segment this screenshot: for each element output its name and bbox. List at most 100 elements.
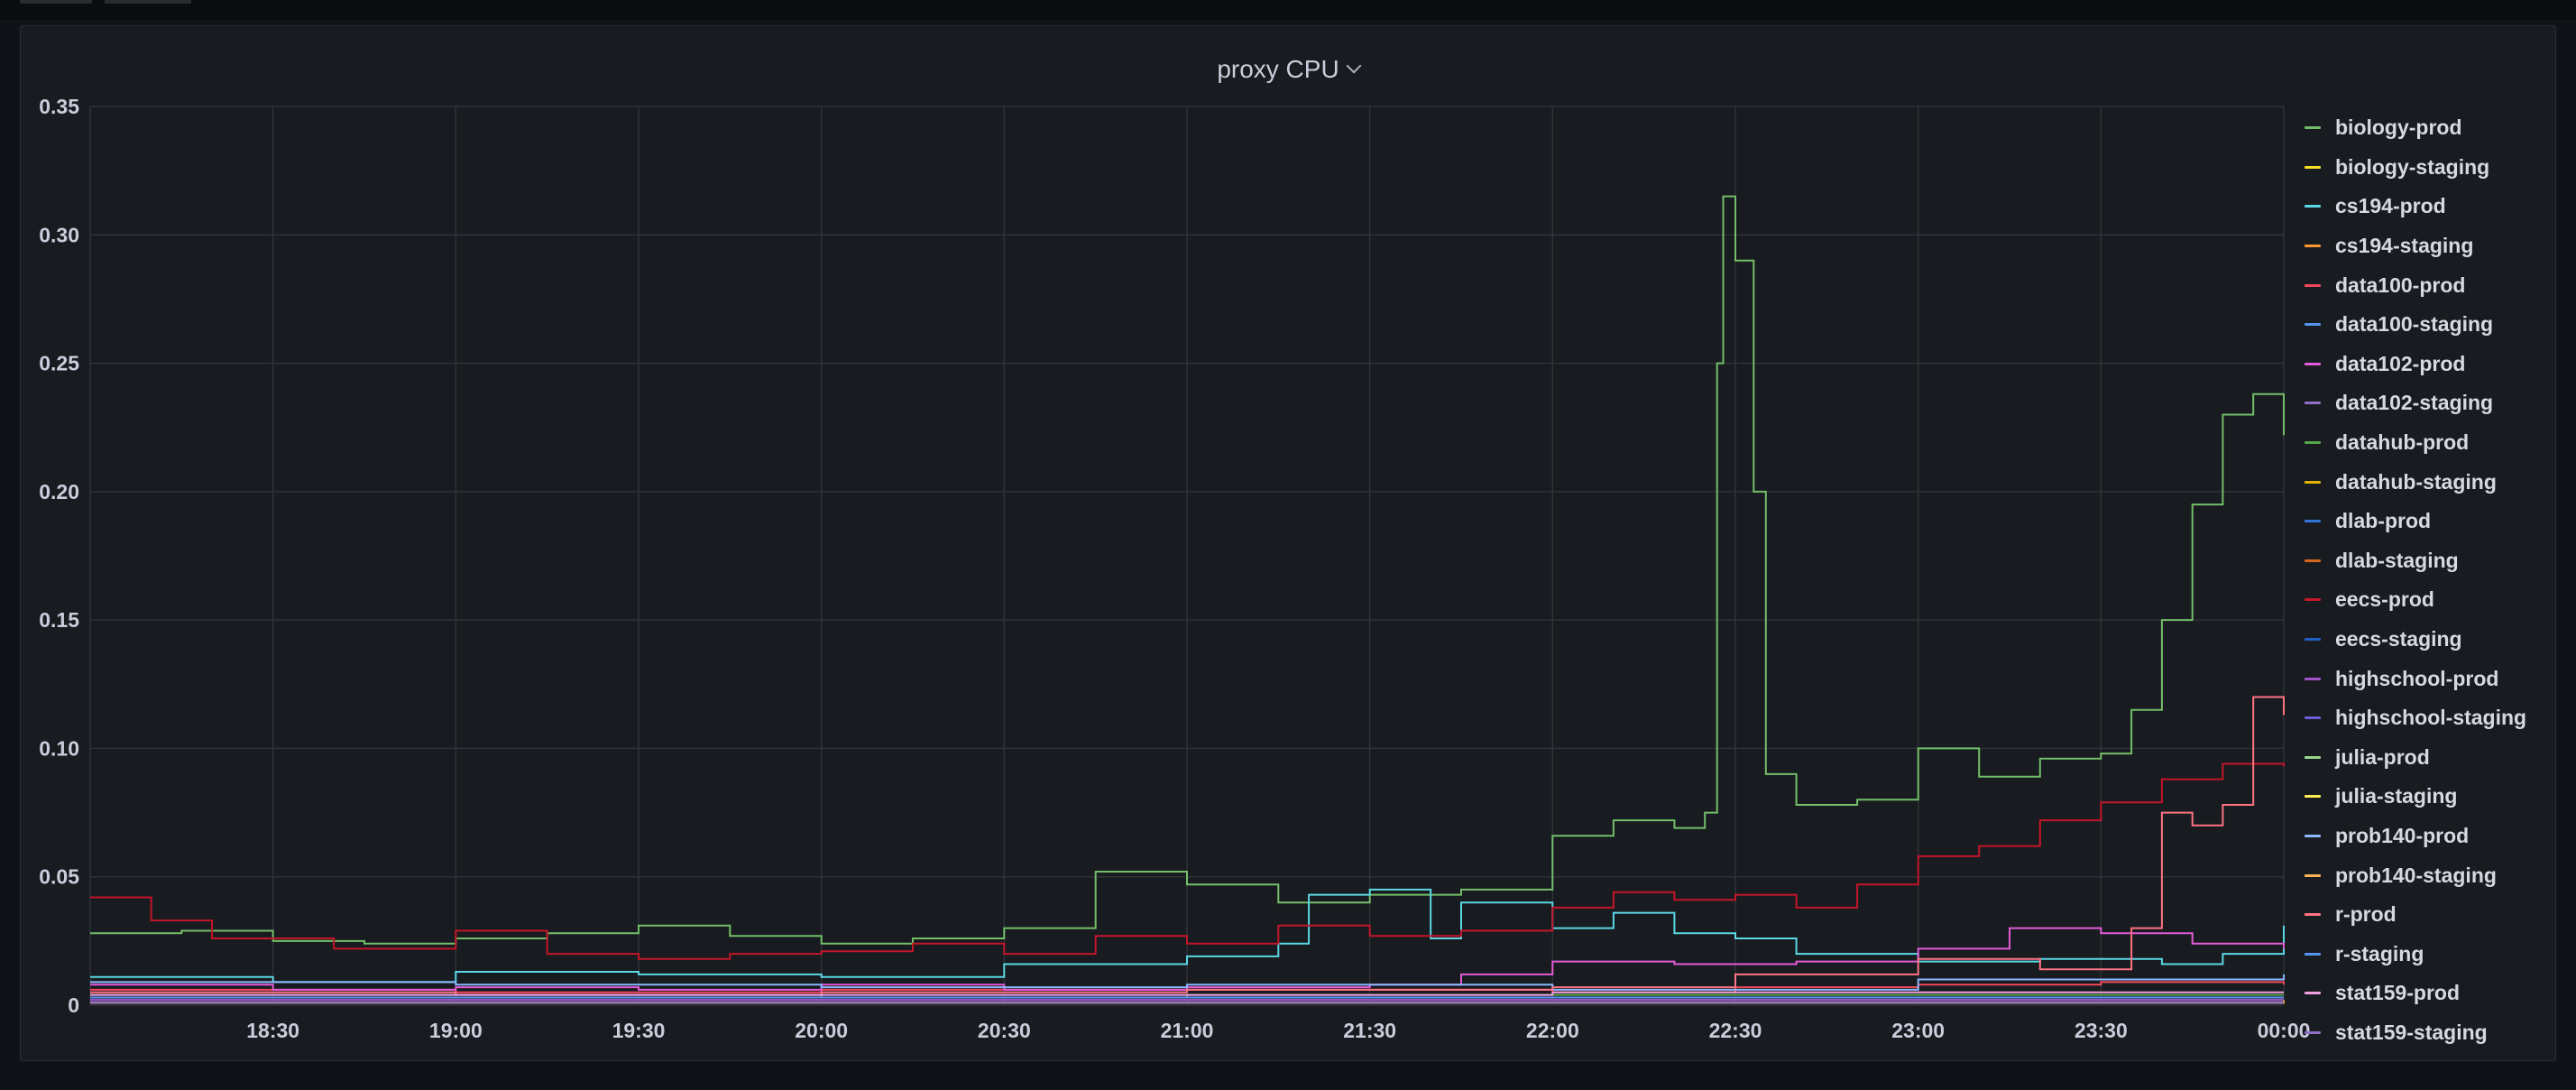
y-axis: 0 0.05 0.10 0.15 0.20 0.25 0.30 0.35 — [39, 95, 79, 1017]
y-tick-label: 0.05 — [39, 865, 79, 889]
legend-swatch — [2305, 520, 2321, 523]
legend-item-data100-staging[interactable]: data100-staging — [2305, 305, 2557, 345]
series-line-data102-prod[interactable] — [90, 927, 2285, 991]
x-tick-label: 19:00 — [429, 1019, 483, 1042]
legend-label: r-prod — [2335, 902, 2397, 927]
legend-item-r-prod[interactable]: r-prod — [2305, 895, 2557, 935]
toolbar-tab[interactable] — [20, 0, 92, 4]
legend-swatch — [2305, 205, 2321, 208]
legend-label: r-staging — [2335, 941, 2424, 965]
legend-item-r-staging[interactable]: r-staging — [2305, 934, 2557, 974]
legend-item-stat159-staging[interactable]: stat159-staging — [2305, 1013, 2557, 1053]
legend-label: highschool-staging — [2335, 706, 2527, 730]
legend-swatch — [2305, 677, 2321, 680]
legend-label: julia-prod — [2335, 744, 2430, 769]
legend-label: datahub-prod — [2335, 430, 2470, 455]
legend-label: data100-prod — [2335, 272, 2466, 297]
legend-label: cs194-staging — [2335, 234, 2474, 258]
legend-swatch — [2305, 913, 2321, 917]
legend-swatch — [2305, 992, 2321, 995]
x-tick-label: 20:00 — [795, 1019, 848, 1042]
legend-swatch — [2305, 716, 2321, 720]
legend-label: julia-staging — [2335, 784, 2458, 808]
legend-label: biology-prod — [2335, 115, 2462, 140]
legend-item-highschool-staging[interactable]: highschool-staging — [2305, 698, 2557, 738]
legend-item-data100-prod[interactable]: data100-prod — [2305, 265, 2557, 305]
legend-swatch — [2305, 598, 2321, 602]
dashboard-top-bar — [0, 0, 2576, 20]
series-line-prob140-prod[interactable] — [90, 974, 2285, 991]
chart-legend: biology-prod biology-staging cs194-prod cs1… — [2305, 108, 2557, 1052]
x-tick-label: 22:30 — [1709, 1019, 1762, 1042]
legend-item-datahub-staging[interactable]: datahub-staging — [2305, 462, 2557, 502]
legend-swatch — [2305, 834, 2321, 837]
series-line-stat159-prod[interactable] — [90, 991, 2284, 996]
panel-header[interactable]: proxy CPU — [21, 53, 2555, 86]
legend-item-dlab-prod[interactable]: dlab-prod — [2305, 502, 2557, 541]
series-line-r-prod[interactable] — [90, 696, 2285, 996]
legend-label: eecs-prod — [2335, 587, 2434, 612]
x-tick-label: 21:00 — [1161, 1019, 1214, 1042]
legend-swatch — [2305, 441, 2321, 445]
legend-item-cs194-staging[interactable]: cs194-staging — [2305, 226, 2557, 266]
legend-swatch — [2305, 873, 2321, 877]
legend-swatch — [2305, 755, 2321, 759]
legend-item-eecs-staging[interactable]: eecs-staging — [2305, 620, 2557, 660]
legend-item-cs194-prod[interactable]: cs194-prod — [2305, 187, 2557, 226]
legend-item-dlab-staging[interactable]: dlab-staging — [2305, 541, 2557, 581]
x-tick-label: 23:30 — [2075, 1019, 2128, 1042]
legend-label: prob140-staging — [2335, 863, 2497, 887]
legend-swatch — [2305, 952, 2321, 956]
legend-label: stat159-prod — [2335, 981, 2461, 1005]
legend-item-prob140-staging[interactable]: prob140-staging — [2305, 855, 2557, 895]
legend-label: data102-prod — [2335, 351, 2466, 375]
y-tick-label: 0.15 — [39, 608, 79, 632]
legend-swatch — [2305, 638, 2321, 642]
x-tick-label: 21:30 — [1343, 1019, 1396, 1042]
series-line-biology-prod[interactable] — [90, 195, 2285, 945]
x-tick-label: 00:00 — [2258, 1019, 2311, 1042]
legend-swatch — [2305, 362, 2321, 365]
legend-item-data102-staging[interactable]: data102-staging — [2305, 383, 2557, 423]
legend-item-biology-prod[interactable]: biology-prod — [2305, 108, 2557, 148]
legend-item-highschool-prod[interactable]: highschool-prod — [2305, 659, 2557, 698]
legend-item-biology-staging[interactable]: biology-staging — [2305, 148, 2557, 188]
panel-title[interactable]: proxy CPU — [1217, 55, 1339, 83]
legend-item-datahub-prod[interactable]: datahub-prod — [2305, 423, 2557, 463]
legend-item-julia-prod[interactable]: julia-prod — [2305, 738, 2557, 778]
legend-item-eecs-prod[interactable]: eecs-prod — [2305, 580, 2557, 620]
legend-label: datahub-staging — [2335, 469, 2497, 494]
legend-swatch — [2305, 402, 2321, 405]
legend-swatch — [2305, 1030, 2321, 1034]
y-tick-label: 0.20 — [39, 480, 79, 503]
y-tick-label: 0.30 — [39, 223, 79, 246]
x-tick-label: 22:00 — [1526, 1019, 1579, 1042]
legend-label: dlab-prod — [2335, 509, 2432, 533]
legend-label: eecs-staging — [2335, 627, 2462, 651]
legend-label: data100-staging — [2335, 312, 2494, 337]
series-line-eecs-prod[interactable] — [90, 762, 2285, 960]
x-tick-label: 19:30 — [612, 1019, 666, 1042]
legend-swatch — [2305, 323, 2321, 327]
legend-swatch — [2305, 283, 2321, 287]
y-tick-label: 0.25 — [39, 352, 79, 375]
legend-swatch — [2305, 126, 2321, 130]
y-tick-label: 0.10 — [39, 736, 79, 760]
y-tick-label: 0.35 — [39, 95, 79, 118]
x-tick-label: 23:00 — [1891, 1019, 1945, 1042]
legend-swatch — [2305, 795, 2321, 799]
legend-item-data102-prod[interactable]: data102-prod — [2305, 345, 2557, 384]
legend-label: cs194-prod — [2335, 194, 2446, 218]
chart-series — [90, 195, 2285, 1004]
legend-label: dlab-staging — [2335, 548, 2459, 572]
legend-item-stat159-prod[interactable]: stat159-prod — [2305, 974, 2557, 1013]
y-tick-label: 0 — [68, 993, 79, 1017]
legend-item-prob140-prod[interactable]: prob140-prod — [2305, 817, 2557, 856]
toolbar-tab[interactable] — [105, 0, 191, 4]
x-tick-label: 20:30 — [978, 1019, 1031, 1042]
graph-panel: proxy CPU — [20, 25, 2556, 1061]
legend-swatch — [2305, 165, 2321, 169]
chart-grid — [89, 106, 2285, 1006]
legend-item-julia-staging[interactable]: julia-staging — [2305, 777, 2557, 817]
